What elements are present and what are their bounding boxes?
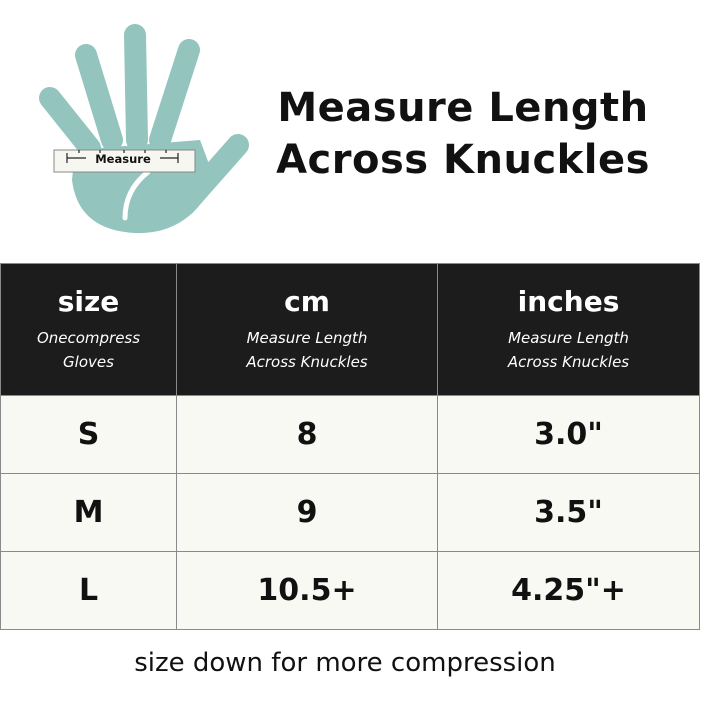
size-chart-table: size Onecompress Gloves cm Measure Length Ac… [0,263,700,630]
table-row: S 8 3.0" [0,395,700,474]
header-sub: Measure Length [246,329,368,347]
hand-icon: Measure [39,24,249,234]
table-row: L 10.5+ 4.25"+ [0,551,700,630]
table-header-row: size Onecompress Gloves cm Measure Length Ac… [0,263,700,396]
cell-cm: 9 [176,473,438,552]
cell-cm: 8 [176,395,438,474]
header-title: cm [284,285,330,318]
header-sub: Measure Length [508,329,629,347]
header-sub: Across Knuckles [507,353,630,371]
header-cm: cm Measure Length Across Knuckles [176,263,438,396]
table-row: M 9 3.5" [0,473,700,552]
header-title: size [57,285,120,318]
cell-inches: 4.25"+ [437,551,700,630]
header-size: size Onecompress Gloves [0,263,177,396]
cell-inches: 3.0" [437,395,700,474]
title-line-1: Measure Length [277,85,649,131]
cell-size: L [0,551,177,630]
footer-note: size down for more compression [134,648,556,678]
ruler-label: Measure [95,152,151,166]
header-title: inches [517,285,620,318]
cell-size: M [0,473,177,552]
title-line-2: Across Knuckles [276,137,650,183]
page-title: Measure Length Across Knuckles [258,82,668,186]
header-sub: Onecompress [36,329,141,347]
cell-inches: 3.5" [437,473,700,552]
header-inches: inches Measure Length Across Knuckles [437,263,700,396]
cell-cm: 10.5+ [176,551,438,630]
header-sub: Across Knuckles [246,353,368,371]
header-sub: Gloves [63,353,114,371]
cell-size: S [0,395,177,474]
